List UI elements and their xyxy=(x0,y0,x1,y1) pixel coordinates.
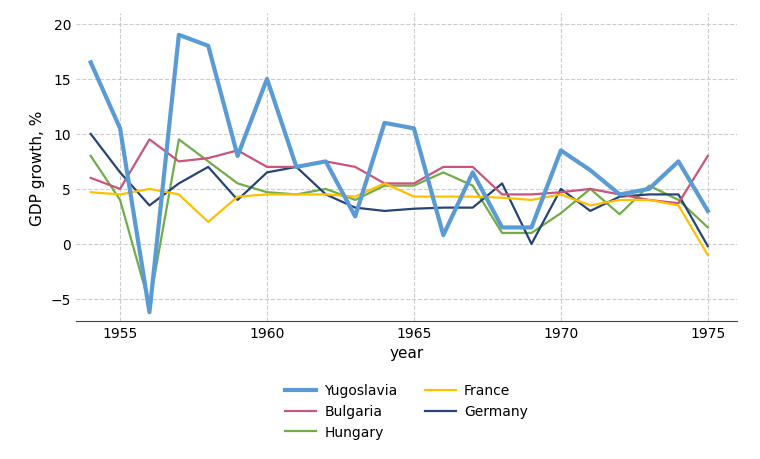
Y-axis label: GDP growth, %: GDP growth, % xyxy=(30,110,45,225)
X-axis label: year: year xyxy=(389,346,424,361)
Legend: Yugoslavia, Bulgaria, Hungary, France, Germany: Yugoslavia, Bulgaria, Hungary, France, G… xyxy=(285,384,528,439)
